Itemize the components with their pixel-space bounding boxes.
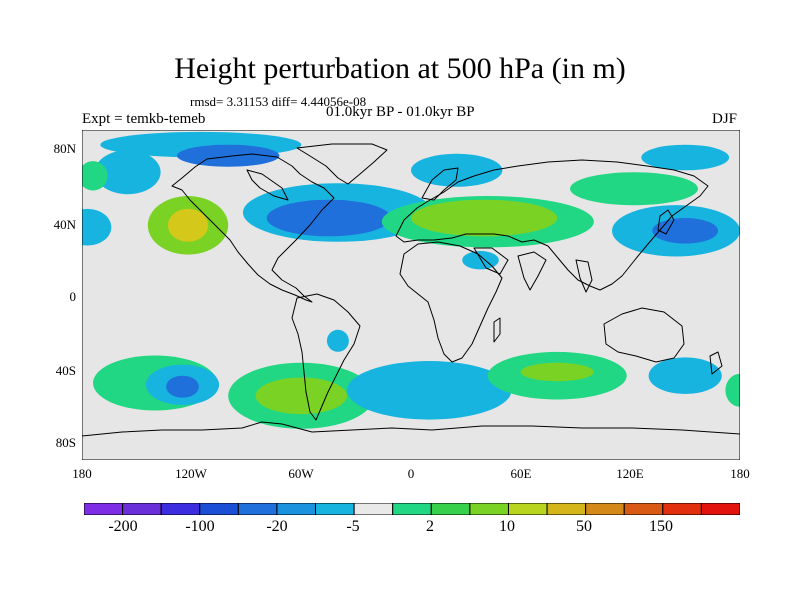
- x-tick-label: 120E: [616, 466, 644, 481]
- anomaly-region: [326, 329, 349, 352]
- season-label: DJF: [712, 111, 738, 127]
- y-tick-label: 80S: [55, 435, 76, 450]
- anomaly-region: [82, 161, 108, 191]
- anomaly-region: [570, 172, 698, 206]
- colorbar-box: [392, 503, 432, 515]
- x-tick-label: 120W: [175, 466, 207, 481]
- period-label: 01.0kyr BP - 01.0kyr BP: [326, 104, 475, 120]
- colorbar-box: [662, 503, 702, 515]
- y-tick-label: 40S: [55, 363, 76, 378]
- x-tick-label: 180: [730, 466, 750, 481]
- colorbar-box: [430, 503, 471, 515]
- colorbar-box: [122, 503, 162, 515]
- anomaly-contours: [82, 131, 740, 429]
- anomaly-region: [411, 153, 503, 187]
- anomaly-region: [652, 218, 719, 244]
- anomaly-region: [166, 375, 199, 398]
- y-tick-label: 80N: [53, 141, 76, 156]
- colorbar: [84, 503, 740, 515]
- anomaly-region: [725, 373, 740, 407]
- colorbar-label: -5: [346, 518, 360, 535]
- anomaly-region: [82, 208, 112, 246]
- colorbar-label: -200: [108, 518, 138, 535]
- colorbar-box: [623, 503, 664, 515]
- colorbar-box: [315, 503, 355, 515]
- colorbar-box: [353, 503, 394, 515]
- colorbar-label: -20: [266, 518, 288, 535]
- anomaly-region: [266, 199, 391, 237]
- anomaly-region: [347, 361, 512, 420]
- colorbar-box: [237, 503, 278, 515]
- y-tick-label: 40N: [53, 217, 76, 232]
- x-tick-label: 60E: [510, 466, 532, 481]
- y-tick-label: 0: [69, 289, 77, 304]
- anomaly-region: [177, 144, 280, 167]
- colorbar-box: [84, 503, 124, 515]
- colorbar-label: -100: [185, 518, 215, 535]
- colorbar-box: [199, 503, 239, 515]
- colorbar-box: [160, 503, 201, 515]
- colorbar-box: [507, 503, 548, 515]
- colorbar-box: [546, 503, 587, 515]
- colorbar-label: 150: [649, 518, 673, 535]
- anomaly-region: [255, 377, 347, 415]
- colorbar-label: 50: [576, 518, 592, 535]
- world-map: [82, 130, 740, 460]
- map-title: Height perturbation at 500 hPa (in m): [174, 52, 626, 85]
- anomaly-region: [411, 199, 558, 237]
- x-tick-label: 180: [72, 466, 92, 481]
- anomaly-region: [648, 357, 722, 394]
- anomaly-region: [641, 144, 730, 171]
- anomaly-region: [94, 150, 161, 195]
- coastlines: [82, 143, 740, 437]
- rmsd-diff-stats: rmsd= 3.31153 diff= 4.44056e-08: [190, 94, 367, 109]
- experiment-label: Expt = temkb-temeb: [82, 111, 206, 127]
- anomaly-region: [167, 208, 209, 242]
- colorbar-box: [585, 503, 625, 515]
- colorbar-box: [469, 503, 509, 515]
- x-tick-label: 0: [407, 466, 415, 481]
- colorbar-label: 10: [499, 518, 515, 535]
- colorbar-box: [276, 503, 317, 515]
- anomaly-region: [462, 251, 499, 270]
- x-tick-label: 60W: [288, 466, 314, 481]
- colorbar-label: 2: [426, 518, 434, 535]
- anomaly-region: [520, 362, 594, 382]
- colorbar-box: [700, 503, 740, 515]
